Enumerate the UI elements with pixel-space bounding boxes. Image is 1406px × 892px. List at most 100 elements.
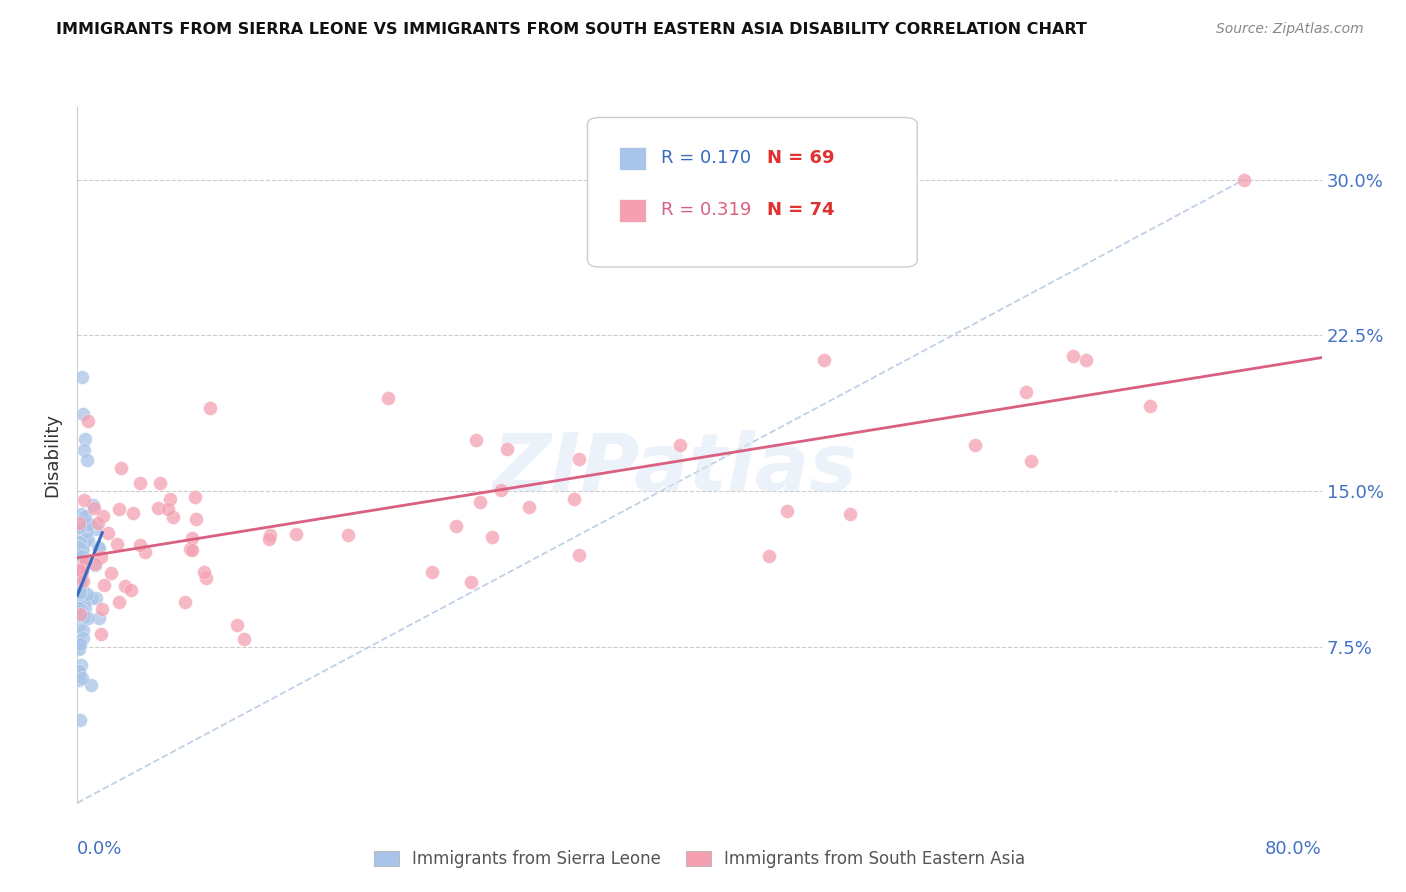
- Point: [1062, 349, 1084, 363]
- Point: [179, 542, 201, 557]
- Point: [70, 564, 93, 578]
- Point: [100, 566, 122, 580]
- Text: N = 69: N = 69: [766, 149, 834, 167]
- Point: [184, 490, 207, 504]
- Point: [259, 528, 281, 542]
- Point: [108, 501, 131, 516]
- Point: [73, 509, 96, 524]
- Point: [83, 500, 105, 515]
- Bar: [619, 146, 645, 169]
- Point: [568, 548, 591, 562]
- Text: R = 0.319: R = 0.319: [661, 202, 751, 219]
- Point: [72, 603, 94, 617]
- Point: [73, 601, 96, 615]
- Point: [70, 671, 93, 685]
- Point: [97, 525, 120, 540]
- Point: [67, 664, 90, 678]
- Point: [77, 414, 100, 428]
- Point: [226, 617, 249, 632]
- Point: [87, 516, 110, 531]
- Point: [72, 407, 94, 421]
- Point: [67, 634, 90, 648]
- Point: [82, 591, 104, 606]
- Point: [776, 504, 799, 518]
- Point: [90, 627, 112, 641]
- Point: [69, 568, 91, 582]
- Point: [460, 574, 482, 589]
- Text: 0.0%: 0.0%: [77, 840, 122, 858]
- Point: [67, 540, 90, 554]
- Point: [75, 433, 97, 447]
- Point: [72, 591, 94, 606]
- Point: [69, 555, 91, 569]
- Point: [464, 434, 486, 448]
- Point: [193, 565, 215, 579]
- Point: [69, 588, 91, 602]
- Point: [377, 391, 399, 405]
- Point: [181, 532, 204, 546]
- Point: [965, 438, 987, 452]
- Point: [134, 545, 156, 559]
- Point: [70, 566, 93, 580]
- Point: [67, 520, 90, 534]
- Point: [1015, 384, 1038, 399]
- Point: [67, 602, 90, 616]
- Point: [70, 582, 93, 597]
- Point: [72, 574, 94, 588]
- Point: [69, 607, 91, 621]
- Point: [120, 582, 142, 597]
- Point: [67, 601, 90, 615]
- Point: [146, 501, 169, 516]
- Point: [198, 401, 221, 416]
- Point: [77, 533, 100, 547]
- Point: [162, 509, 184, 524]
- Point: [76, 524, 98, 538]
- Point: [156, 502, 179, 516]
- Point: [76, 587, 98, 601]
- Point: [72, 623, 94, 637]
- Point: [1139, 400, 1161, 414]
- Point: [495, 442, 517, 456]
- Point: [1076, 353, 1098, 368]
- Point: [76, 516, 98, 531]
- Point: [67, 640, 90, 655]
- Bar: [619, 199, 645, 222]
- Point: [420, 566, 443, 580]
- Point: [84, 557, 107, 571]
- Point: [517, 500, 540, 514]
- Point: [73, 596, 96, 610]
- Point: [284, 527, 307, 541]
- Text: Source: ZipAtlas.com: Source: ZipAtlas.com: [1216, 22, 1364, 37]
- Point: [669, 438, 692, 452]
- Point: [67, 597, 90, 611]
- Point: [70, 370, 93, 384]
- Point: [233, 632, 256, 646]
- Point: [129, 475, 152, 490]
- Point: [114, 578, 136, 592]
- Point: [173, 595, 195, 609]
- Point: [76, 453, 98, 467]
- Point: [69, 535, 91, 549]
- Point: [181, 543, 204, 558]
- Point: [67, 642, 90, 657]
- Point: [70, 657, 93, 672]
- Point: [80, 678, 103, 692]
- Point: [87, 540, 110, 554]
- Point: [90, 602, 112, 616]
- Point: [84, 591, 107, 605]
- Point: [110, 460, 132, 475]
- Y-axis label: Disability: Disability: [44, 413, 62, 497]
- Point: [67, 570, 90, 584]
- Point: [67, 525, 90, 540]
- Point: [470, 495, 492, 509]
- Point: [90, 549, 112, 564]
- Point: [67, 619, 90, 633]
- Point: [1233, 172, 1256, 186]
- Point: [567, 452, 589, 467]
- Point: [105, 537, 128, 551]
- Point: [87, 541, 110, 556]
- Point: [93, 577, 115, 591]
- Point: [67, 516, 90, 531]
- Point: [70, 541, 93, 556]
- Point: [108, 594, 131, 608]
